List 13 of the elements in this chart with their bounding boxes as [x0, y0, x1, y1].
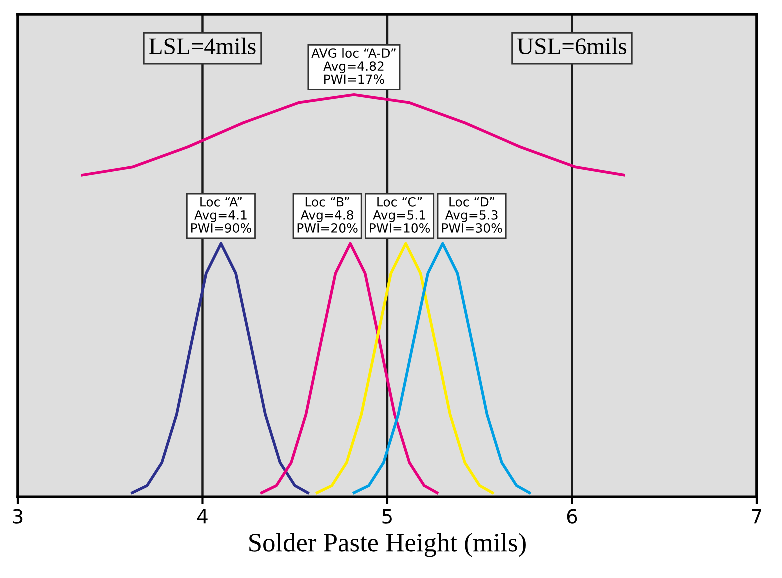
x-tick-label: 7: [752, 509, 762, 524]
ref-line-label: USL=6mils: [518, 38, 627, 55]
annotation: Loc “D” Avg=5.3 PWI=30%: [442, 198, 502, 233]
x-tick-label: 5: [382, 509, 392, 524]
annotation: Loc “A” Avg=4.1 PWI=90%: [192, 198, 252, 233]
x-axis-title: Solder Paste Height (mils): [250, 533, 526, 558]
x-tick-label: 4: [198, 509, 208, 524]
annotation: Loc “C” Avg=5.1 PWI=10%: [370, 197, 430, 233]
annotation: Loc “B” Avg=4.8 PWI=20%: [298, 198, 358, 233]
annotation: AVG loc “A-D” Avg=4.82 PWI=17%: [312, 48, 396, 84]
x-tick-label: 6: [567, 509, 578, 524]
ref-line-label: LSL=4mils: [150, 38, 256, 55]
x-tick-label: 3: [13, 509, 23, 524]
